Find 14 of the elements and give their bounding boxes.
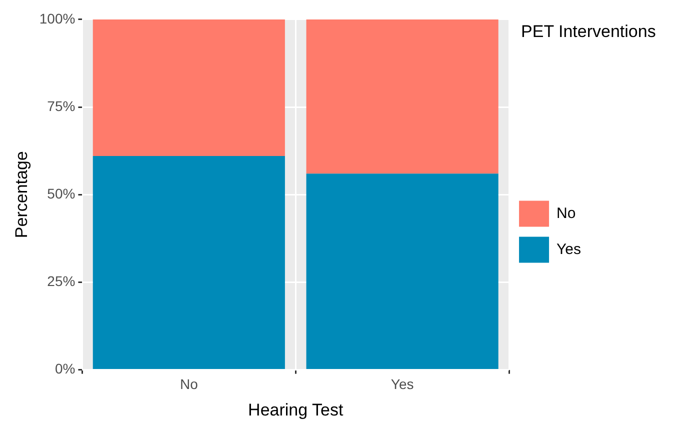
y-axis-title: Percentage: [12, 151, 31, 238]
y-tick-label: 0%: [54, 360, 76, 377]
legend-title: PET Interventions: [521, 22, 656, 42]
y-tick-label: 100%: [39, 10, 76, 26]
y-tick-label: 50%: [47, 185, 76, 202]
bar: [306, 19, 498, 174]
x-axis-title: Hearing Test: [248, 400, 344, 420]
legend-label: Yes: [556, 240, 582, 258]
bar: [306, 174, 498, 370]
y-tick-label: 75%: [47, 98, 76, 114]
bar: [92, 156, 285, 370]
legend-label: No: [556, 204, 576, 222]
y-tick-label: 25%: [47, 273, 76, 290]
bar: [92, 19, 285, 156]
